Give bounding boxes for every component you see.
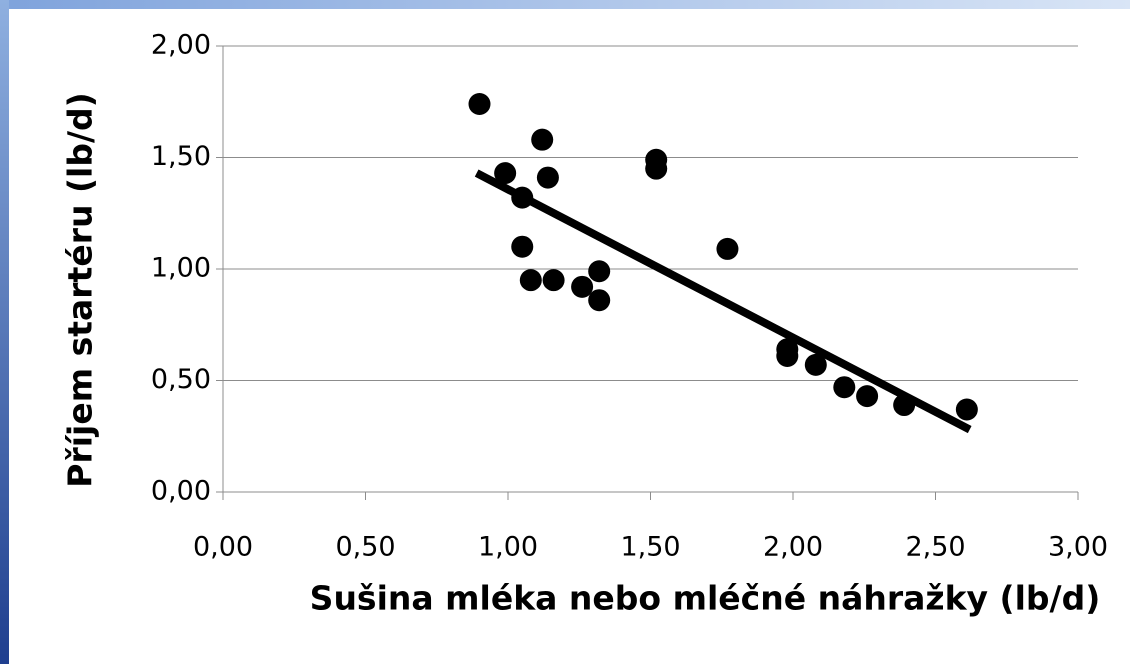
- y-tick-label: 0,50: [151, 364, 211, 395]
- y-axis-title: Příjem startéru (lb/d): [61, 92, 100, 487]
- x-tick-label: 3,00: [1048, 532, 1108, 563]
- y-tick-label: 1,00: [151, 253, 211, 284]
- scatter-point: [588, 260, 611, 283]
- y-tick-label: 0,00: [151, 476, 211, 507]
- x-tick-label: 1,00: [478, 532, 538, 563]
- x-tick-label: 2,00: [763, 532, 823, 563]
- x-tick-label: 0,00: [193, 532, 253, 563]
- x-axis-title: Sušina mléka nebo mléčné náhražky (lb/d): [310, 579, 1101, 618]
- scatter-point: [519, 269, 542, 292]
- scatter-point: [645, 157, 668, 180]
- x-tick-label: 0,50: [335, 532, 395, 563]
- scatter-point: [468, 92, 491, 115]
- scatter-point: [588, 289, 611, 312]
- scatter-point: [955, 398, 978, 421]
- scatter-point: [494, 162, 517, 185]
- scatter-point: [716, 237, 739, 260]
- trend-line: [474, 169, 972, 434]
- scatter-point: [856, 385, 879, 408]
- x-tick-label: 2,50: [905, 532, 965, 563]
- y-tick-label: 1,50: [151, 141, 211, 172]
- scatter-point: [776, 344, 799, 367]
- scatter-point: [511, 235, 534, 258]
- scatter-point: [893, 394, 916, 417]
- scatter-point: [804, 353, 827, 376]
- scatter-point: [833, 376, 856, 399]
- top-frame: [0, 0, 1130, 9]
- scatter-point: [531, 128, 554, 151]
- y-tick-label: 2,00: [151, 30, 211, 61]
- scatter-point: [542, 269, 565, 292]
- scatter-point: [511, 186, 534, 209]
- x-tick-label: 1,50: [620, 532, 680, 563]
- scatter-point: [536, 166, 559, 189]
- left-frame: [0, 0, 9, 664]
- scatter-point: [571, 275, 594, 298]
